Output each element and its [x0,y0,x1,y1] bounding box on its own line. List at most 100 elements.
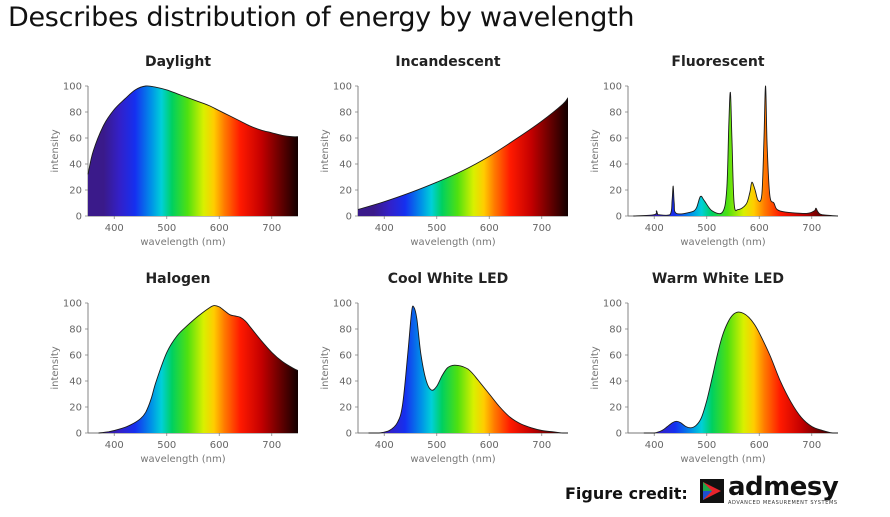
x-tick-label: 600 [480,223,499,234]
y-axis-label: intensity [590,129,601,172]
x-tick-label: 500 [427,223,446,234]
spectrum-curve [357,97,568,210]
y-tick-label: 60 [69,351,82,362]
y-tick-label: 80 [69,108,82,119]
y-tick-label: 0 [346,212,352,223]
y-tick-label: 80 [609,108,622,119]
y-tick-label: 40 [69,377,82,388]
spectrum-curve [643,311,838,434]
y-tick-label: 40 [609,377,622,388]
x-tick-label: 400 [645,440,664,451]
y-tick-label: 40 [339,377,352,388]
y-axis-label: intensity [50,346,61,389]
x-tick-label: 400 [105,223,124,234]
x-tick-label: 700 [262,440,281,451]
chart-svg: Incandescent 0 20 40 60 80 100 400 500 600 700 wave… [320,54,568,248]
y-tick-label: 0 [616,212,622,223]
x-axis-label: wavelength (nm) [680,237,765,248]
x-tick-label: 700 [802,223,821,234]
x-tick-label: 400 [375,440,394,451]
x-tick-label: 400 [645,223,664,234]
x-tick-label: 500 [157,440,176,451]
chart-title: Warm White LED [652,271,784,287]
y-tick-label: 0 [76,212,82,223]
y-tick-label: 20 [609,403,622,414]
y-tick-label: 20 [609,186,622,197]
chart-svg: Cool White LED 0 20 40 60 80 100 400 500 600 700 wa… [320,271,568,465]
logo-tagline: ADVANCED MEASUREMENT SYSTEMS [728,500,838,506]
y-tick-label: 60 [339,134,352,145]
spectrum-curve [368,305,568,434]
chart-title: Fluorescent [671,54,764,70]
chart-incandescent: Incandescent 0 20 40 60 80 100 400 500 600 700 wave… [298,48,568,258]
y-tick-label: 100 [333,82,352,93]
y-tick-label: 100 [63,82,82,93]
spectrum-area [358,97,568,216]
y-axis-label: intensity [320,129,331,172]
chart-svg: Warm White LED 0 20 40 60 80 100 400 500 600 700 wa… [590,271,838,465]
chart-svg: Daylight 0 20 40 60 80 100 400 500 600 700 waveleng… [50,54,298,248]
y-axis-label: intensity [590,346,601,389]
x-tick-label: 600 [210,223,229,234]
y-tick-label: 60 [609,134,622,145]
y-tick-label: 80 [69,325,82,336]
x-tick-label: 400 [105,440,124,451]
chart-svg: Fluorescent 0 20 40 60 80 100 400 500 600 700 wavel… [590,54,838,248]
x-axis-label: wavelength (nm) [680,454,765,465]
x-tick-label: 500 [427,440,446,451]
admesy-logo: admesy ADVANCED MEASUREMENT SYSTEMS [700,472,865,514]
spectrum-area [98,305,298,433]
admesy-logo-icon [700,479,724,503]
x-tick-label: 600 [750,440,769,451]
x-axis-label: wavelength (nm) [410,237,495,248]
spectrum-curve [633,85,838,217]
y-tick-label: 20 [339,403,352,414]
chart-fluorescent: Fluorescent 0 20 40 60 80 100 400 500 600 700 wavel… [568,48,838,258]
x-tick-label: 700 [532,440,551,451]
y-tick-label: 20 [69,403,82,414]
x-tick-label: 700 [802,440,821,451]
y-tick-label: 20 [69,186,82,197]
figure-credit-label: Figure credit: [565,484,688,503]
chart-title: Incandescent [395,54,500,70]
y-tick-label: 20 [339,186,352,197]
x-tick-label: 700 [532,223,551,234]
chart-cool-white-led: Cool White LED 0 20 40 60 80 100 400 500 600 700 wa… [298,265,568,475]
spectrum-area [643,312,838,433]
chart-halogen: Halogen 0 20 40 60 80 100 400 500 600 700 wavelengt… [28,265,298,475]
chart-warm-white-led: Warm White LED 0 20 40 60 80 100 400 500 600 700 wa… [568,265,838,475]
x-axis-label: wavelength (nm) [410,454,495,465]
spectrum-area [88,85,298,216]
x-tick-label: 500 [157,223,176,234]
x-tick-label: 600 [750,223,769,234]
y-tick-label: 80 [339,325,352,336]
slide-title: Describes distribution of energy by wave… [8,2,635,33]
chart-title: Halogen [145,271,210,287]
chart-title: Daylight [145,54,211,70]
y-tick-label: 80 [339,108,352,119]
y-axis-label: intensity [50,129,61,172]
y-tick-label: 40 [339,160,352,171]
y-tick-label: 0 [616,429,622,440]
y-axis-label: intensity [320,346,331,389]
x-tick-label: 700 [262,223,281,234]
chart-svg: Halogen 0 20 40 60 80 100 400 500 600 700 wavelengt… [50,271,298,465]
y-tick-label: 100 [333,299,352,310]
y-tick-label: 0 [76,429,82,440]
x-tick-label: 500 [697,223,716,234]
y-tick-label: 60 [339,351,352,362]
spectrum-area [633,85,838,216]
spectrum-curve [98,305,298,434]
y-tick-label: 100 [63,299,82,310]
y-tick-label: 60 [69,134,82,145]
spectrum-curve [87,85,298,175]
y-tick-label: 100 [603,299,622,310]
chart-title: Cool White LED [388,271,509,287]
chart-daylight: Daylight 0 20 40 60 80 100 400 500 600 700 waveleng… [28,48,298,258]
logo-wordmark: admesy [728,472,839,502]
y-tick-label: 0 [346,429,352,440]
y-tick-label: 40 [69,160,82,171]
y-tick-label: 100 [603,82,622,93]
x-tick-label: 500 [697,440,716,451]
y-tick-label: 40 [609,160,622,171]
